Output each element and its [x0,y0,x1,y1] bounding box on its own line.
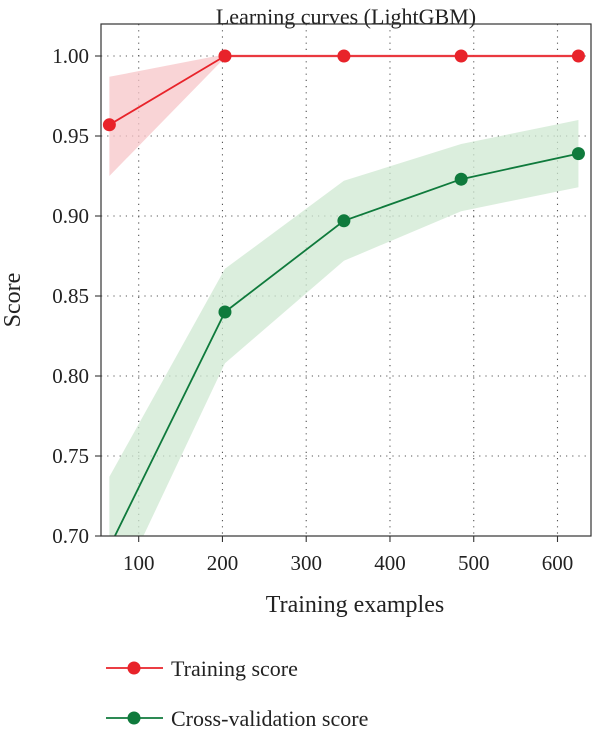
y-tick-label: 0.70 [52,524,89,548]
training-score-point [337,49,351,63]
y-axis-label: Score [0,273,26,328]
y-tick-label: 0.75 [52,444,89,468]
x-axis-label: Training examples [266,592,444,618]
training-score-point [218,49,232,63]
x-tick-label: 400 [374,551,406,575]
legend-training-score-marker [127,661,141,675]
legend-cross-validation-score-marker [127,711,141,725]
cross-validation-score-point [218,305,232,319]
x-tick-label: 500 [458,551,490,575]
y-tick-label: 0.85 [52,284,89,308]
series-lines [108,55,579,536]
cross-validation-score-band [109,120,579,536]
x-tick-label: 600 [542,551,574,575]
training-score-point [102,118,116,132]
plot-frame [100,23,592,537]
y-axis-ticks: 0.70 0.75 0.80 0.85 0.90 0.95 1.00 [52,44,101,548]
cross-validation-score-point [337,214,351,228]
x-tick-label: 200 [207,551,239,575]
x-tick-label: 100 [123,551,155,575]
cross-validation-score-point [571,147,585,161]
x-axis-ticks: 100 200 300 400 500 600 [123,536,573,575]
y-tick-label: 0.80 [52,364,89,388]
training-score-point [571,49,585,63]
legend-cross-validation-score-label: Cross-validation score [171,706,368,731]
y-tick-label: 1.00 [52,44,89,68]
training-score-point [454,49,468,63]
y-tick-label: 0.95 [52,124,89,148]
series-markers [102,49,585,554]
chart-title: Learning curves (LightGBM) [216,4,476,29]
cross-validation-score-point [103,541,116,554]
cross-validation-score-point [454,172,468,186]
legend-training-score-label: Training score [171,656,298,681]
confidence-bands [109,54,579,536]
y-tick-label: 0.90 [52,204,89,228]
x-tick-label: 300 [290,551,322,575]
legend: Training score Cross-validation score [106,656,368,731]
